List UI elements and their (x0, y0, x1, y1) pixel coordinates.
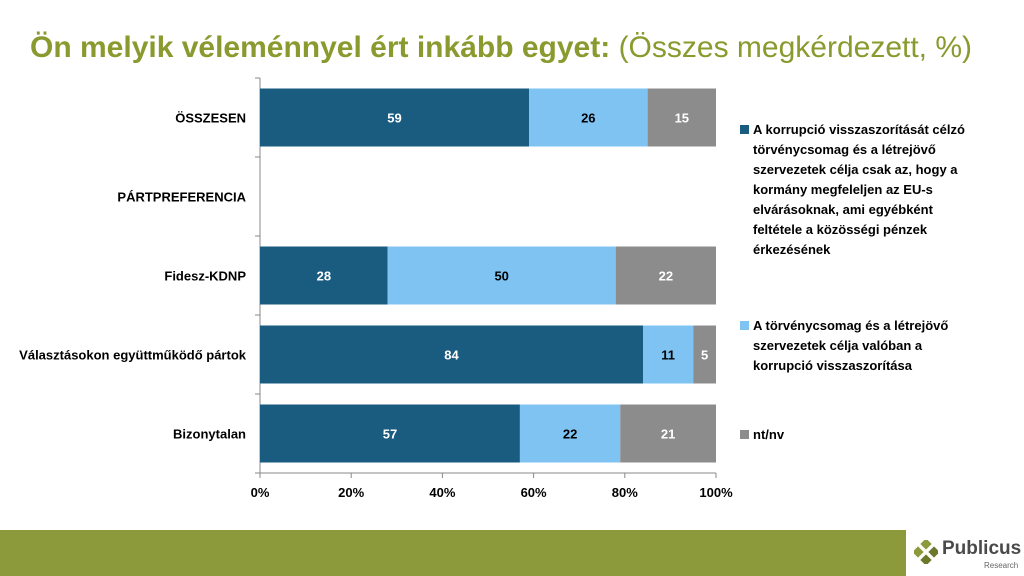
bar-segment (519, 404, 621, 463)
category-label: Fidesz-KDNP (164, 269, 246, 284)
logo-name: Publicus (942, 538, 1022, 559)
category-label: Választásokon együttműködő pártok (19, 348, 247, 363)
title-main: Ön melyik véleménnyel ért inkább egyet: (30, 31, 611, 64)
bar-segment (643, 325, 694, 384)
bar-segment (693, 325, 716, 384)
legend-swatch-3 (740, 430, 749, 439)
bar-segment (387, 246, 616, 305)
stacked-bar-chart: 0% 20% 40% 60% 80% 100% ÖSSZESEN 59 26 15 PÁRTPREF… (19, 77, 733, 500)
bar-value-label: 15 (675, 111, 689, 126)
legend-swatch-1 (740, 125, 749, 134)
bar-value-label: 26 (581, 111, 595, 126)
bar-value-label: 21 (661, 427, 675, 442)
legend-label-1: A korrupció visszaszorítását célzó törvé… (753, 122, 965, 257)
bar-segment (260, 404, 520, 463)
x-tick-label: 40% (429, 485, 455, 500)
publicus-logo: Publicus Research (906, 530, 1024, 576)
bar-segment (260, 88, 530, 147)
bar-value-label: 11 (661, 348, 675, 363)
bar-value-label: 50 (494, 269, 508, 284)
category-label: Bizonytalan (173, 427, 246, 442)
x-tick-label: 100% (699, 485, 733, 500)
category-label: ÖSSZESEN (175, 111, 246, 126)
x-tick-label: 60% (521, 485, 547, 500)
bar-value-label: 22 (659, 269, 673, 284)
bar-segment (260, 246, 388, 305)
bar-segment (615, 246, 716, 305)
bar-segment (260, 325, 644, 384)
legend-label-3: nt/nv (753, 427, 785, 442)
legend-label-2: A törvénycsomag és a létrejövő szervezet… (753, 318, 949, 373)
bar-value-label: 59 (387, 111, 401, 126)
legend-swatch-2 (740, 321, 749, 330)
bar-value-label: 57 (383, 427, 397, 442)
logo-sub: Research (984, 561, 1019, 570)
bar-segment (647, 88, 716, 147)
x-tick-label: 20% (338, 485, 364, 500)
x-tick-label: 80% (612, 485, 638, 500)
title-sub: (Összes megkérdezett, %) (610, 31, 973, 64)
bar-segment (529, 88, 648, 147)
bar-value-label: 28 (317, 269, 331, 284)
diamond-logo-icon (914, 540, 938, 564)
bar-segment (620, 404, 716, 463)
page-title: Ön melyik véleménnyel ért inkább egyet: … (30, 28, 1010, 68)
bar-value-label: 84 (444, 348, 459, 363)
bar-value-label: 5 (701, 348, 708, 363)
x-tick-label: 0% (251, 485, 270, 500)
category-label: PÁRTPREFERENCIA (117, 190, 246, 205)
bar-value-label: 22 (563, 427, 577, 442)
footer-bar (0, 530, 1024, 576)
